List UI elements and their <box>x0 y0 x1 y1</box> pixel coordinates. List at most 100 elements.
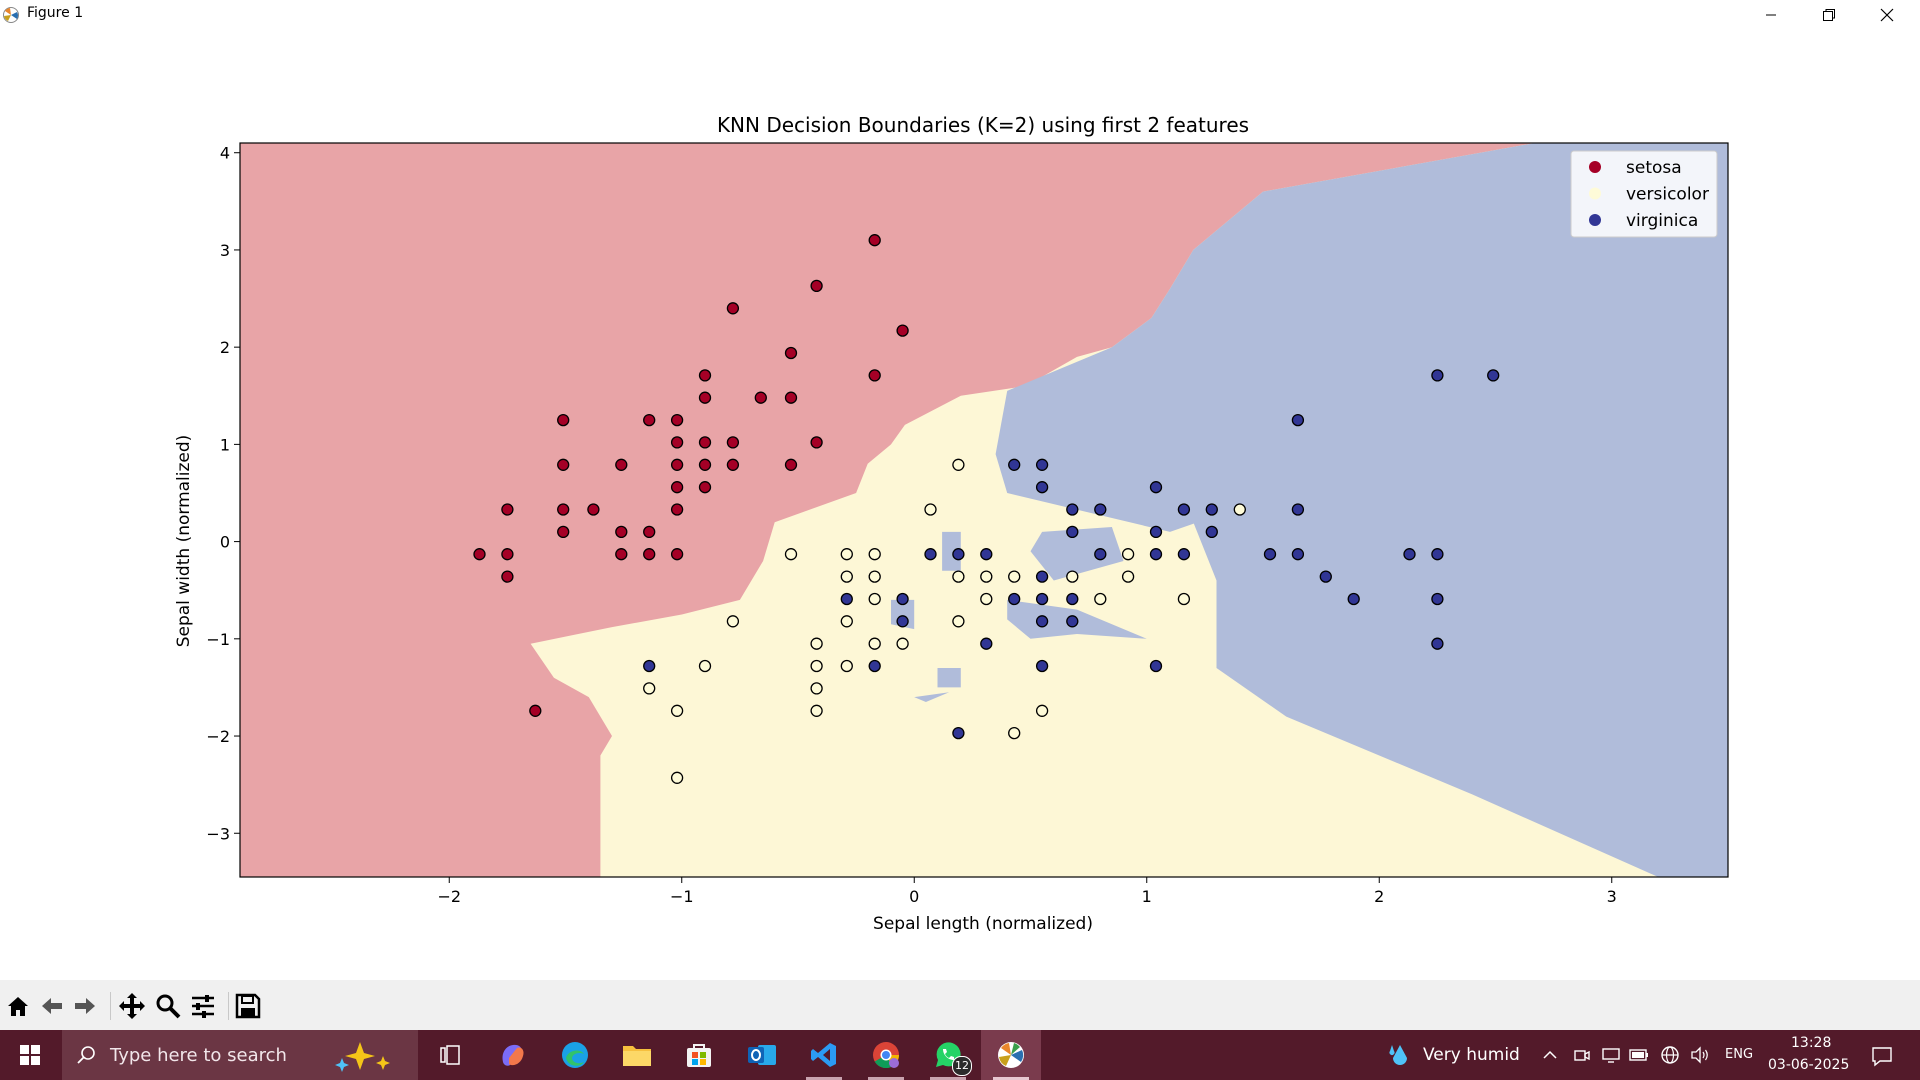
restore-button[interactable] <box>1800 0 1858 30</box>
task-view-icon <box>440 1045 460 1065</box>
point-versicolor <box>840 615 853 628</box>
point-virginica <box>1035 659 1049 673</box>
back-button[interactable] <box>37 991 67 1021</box>
point-setosa <box>501 548 514 561</box>
point-versicolor <box>868 637 881 650</box>
whatsapp-app[interactable]: 12 <box>920 1030 976 1080</box>
matplotlib-icon <box>998 1042 1024 1068</box>
x-tick-label: −1 <box>670 887 694 906</box>
point-versicolor <box>670 704 684 717</box>
point-versicolor <box>670 771 684 784</box>
input-language[interactable]: ENG <box>1725 1047 1754 1062</box>
axes: −2 −1 0 1 2 3 −3 −2 −1 0 1 2 3 4 <box>206 142 1729 906</box>
point-setosa <box>670 481 684 494</box>
forward-button[interactable] <box>70 991 100 1021</box>
file-explorer-app[interactable] <box>609 1030 665 1080</box>
home-button[interactable] <box>3 991 33 1021</box>
point-virginica <box>1487 369 1500 382</box>
point-setosa <box>726 302 740 315</box>
y-tick-label: 4 <box>220 144 230 163</box>
vscode-app[interactable] <box>796 1030 852 1080</box>
point-setosa <box>754 391 767 404</box>
tray-battery[interactable] <box>1629 1045 1649 1065</box>
point-virginica <box>1066 525 1079 539</box>
point-versicolor <box>840 659 853 673</box>
point-versicolor <box>1121 548 1135 561</box>
start-button[interactable] <box>0 1030 60 1080</box>
point-setosa <box>557 413 570 427</box>
search-icon <box>77 1046 95 1064</box>
edge-app[interactable] <box>547 1030 603 1080</box>
point-virginica <box>1149 659 1163 673</box>
point-virginica <box>896 592 909 606</box>
chrome-app[interactable] <box>858 1030 914 1080</box>
close-button[interactable] <box>1858 0 1916 30</box>
microsoft-store-app[interactable] <box>671 1030 727 1080</box>
tray-meet-now[interactable] <box>1572 1045 1592 1065</box>
show-hidden-icons-button[interactable] <box>1540 1045 1560 1065</box>
point-virginica <box>1177 503 1191 516</box>
globe-icon <box>1661 1046 1679 1064</box>
tray-network[interactable] <box>1660 1045 1680 1065</box>
point-versicolor <box>952 615 965 628</box>
point-setosa <box>643 525 656 539</box>
point-setosa <box>698 369 712 382</box>
y-tick-label: −2 <box>206 727 230 746</box>
legend-label-virginica: virginica <box>1626 211 1698 231</box>
point-virginica <box>980 637 993 650</box>
y-tick-label: 1 <box>220 435 230 454</box>
point-versicolor <box>1035 704 1049 717</box>
tray-display[interactable] <box>1601 1045 1621 1065</box>
pan-button[interactable] <box>117 991 147 1021</box>
region-virginica-island <box>914 692 950 702</box>
zoom-button[interactable] <box>153 991 183 1021</box>
point-virginica <box>1403 548 1416 561</box>
copilot-app[interactable] <box>484 1030 540 1080</box>
y-tick-label: 0 <box>220 533 230 552</box>
point-versicolor <box>952 458 965 471</box>
matplotlib-figure-app[interactable] <box>981 1030 1041 1080</box>
legend-label-versicolor: versicolor <box>1626 185 1709 205</box>
point-setosa <box>557 458 570 471</box>
chevron-up-icon <box>1543 1050 1557 1059</box>
tray-volume[interactable] <box>1690 1045 1710 1065</box>
point-setosa <box>643 413 656 427</box>
outlook-app[interactable] <box>734 1030 790 1080</box>
point-setosa <box>868 234 881 247</box>
point-versicolor <box>784 548 798 561</box>
back-arrow-icon <box>42 998 62 1014</box>
y-tick-label: 2 <box>220 338 230 357</box>
point-versicolor <box>810 637 823 650</box>
configure-subplots-button[interactable] <box>188 991 218 1021</box>
point-virginica <box>868 659 881 673</box>
knn-plot[interactable]: KNN Decision Boundaries (K=2) using firs… <box>0 30 1920 980</box>
point-setosa <box>587 503 600 516</box>
taskbar-search-box[interactable]: Type here to search <box>62 1030 418 1080</box>
point-versicolor <box>924 503 937 516</box>
store-icon <box>687 1044 711 1067</box>
figure-canvas[interactable]: KNN Decision Boundaries (K=2) using firs… <box>0 30 1920 980</box>
point-virginica <box>1263 548 1277 561</box>
vscode-icon <box>811 1043 836 1067</box>
point-setosa <box>726 458 740 471</box>
toolbar-separator <box>228 992 229 1020</box>
battery-icon <box>1629 1049 1648 1061</box>
clock-date[interactable]: 03-06-2025 <box>1768 1057 1850 1073</box>
chrome-icon <box>873 1042 900 1069</box>
point-setosa <box>784 458 798 471</box>
point-virginica <box>1008 592 1021 606</box>
save-button[interactable] <box>233 991 263 1021</box>
point-versicolor <box>810 682 823 695</box>
point-virginica <box>1035 592 1049 606</box>
clock-time[interactable]: 13:28 <box>1791 1035 1832 1051</box>
weather-text[interactable]: Very humid <box>1423 1045 1520 1065</box>
toolbar-separator <box>110 992 111 1020</box>
point-virginica <box>1035 481 1049 494</box>
y-tick-label: −1 <box>206 630 230 649</box>
point-virginica <box>1291 413 1305 427</box>
data-points <box>473 234 1500 784</box>
point-virginica <box>1431 369 1444 382</box>
notification-center-button[interactable] <box>1870 1044 1894 1068</box>
task-view-button[interactable] <box>422 1030 478 1080</box>
minimize-button[interactable] <box>1742 0 1800 30</box>
